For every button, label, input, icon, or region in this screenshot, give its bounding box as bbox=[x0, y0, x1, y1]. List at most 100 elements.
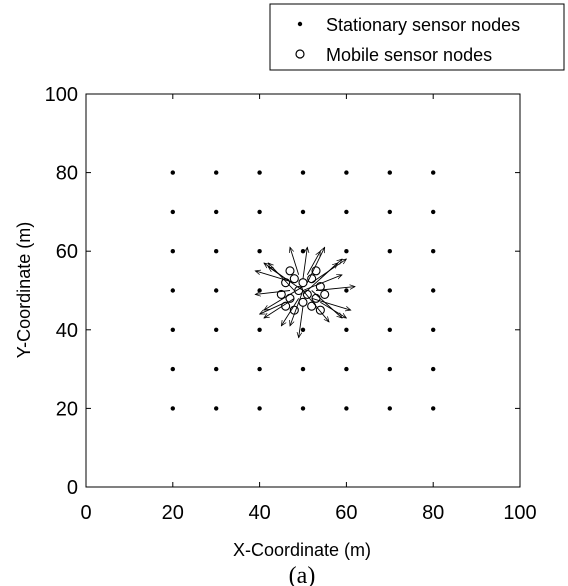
mobile-node-vector bbox=[268, 263, 295, 291]
x-tick-label: 60 bbox=[335, 502, 357, 524]
mobile-node bbox=[307, 274, 317, 284]
stationary-node bbox=[214, 288, 219, 293]
mobile-node bbox=[315, 305, 325, 315]
mobile-node bbox=[294, 285, 304, 296]
mobile-node bbox=[281, 301, 291, 311]
x-tick-label: 0 bbox=[80, 502, 91, 524]
stationary-node bbox=[344, 366, 349, 372]
stationary-node bbox=[431, 249, 436, 254]
x-tick-label: 80 bbox=[422, 502, 444, 524]
stationary-node bbox=[300, 327, 306, 332]
mobile-node bbox=[311, 266, 321, 276]
y-axis-label: Y-Coordinate (m) bbox=[14, 222, 34, 358]
stationary-node bbox=[257, 249, 262, 254]
stationary-node bbox=[344, 288, 349, 293]
stationary-node bbox=[387, 327, 392, 332]
stationary-node bbox=[214, 209, 219, 215]
mobile-node bbox=[281, 278, 291, 288]
stationary-node bbox=[170, 170, 175, 175]
y-tick-label: 0 bbox=[67, 477, 78, 499]
mobile-node-vector bbox=[290, 247, 300, 275]
mobile-node bbox=[298, 297, 308, 307]
stationary-node bbox=[344, 406, 349, 411]
mobile-node-vector bbox=[299, 306, 304, 337]
mobile-node-vector bbox=[281, 298, 300, 326]
stationary-node bbox=[431, 209, 436, 215]
stationary-node bbox=[170, 406, 175, 411]
stationary-node bbox=[257, 170, 262, 175]
axes-frame bbox=[85, 93, 521, 488]
stationary-node bbox=[387, 249, 392, 254]
stationary-node bbox=[344, 327, 349, 332]
stationary-node bbox=[214, 406, 219, 411]
mobile-node bbox=[298, 278, 308, 288]
mobile-node bbox=[289, 274, 299, 284]
stationary-node bbox=[431, 406, 436, 411]
legend-mobile-marker bbox=[295, 49, 305, 59]
plot-area: 0 20 40 60 80 100 0 20 40 60 80 100 bbox=[45, 84, 537, 524]
mobile-node bbox=[311, 293, 321, 303]
y-tick-label: 40 bbox=[56, 320, 78, 342]
x-axis-label: X-Coordinate (m) bbox=[233, 540, 371, 560]
stationary-node bbox=[214, 249, 219, 254]
mobile-node bbox=[315, 282, 325, 292]
mobile-node-vector bbox=[302, 247, 307, 279]
mobile-node-vector bbox=[306, 251, 320, 275]
stationary-node bbox=[257, 406, 262, 411]
stationary-node bbox=[214, 327, 219, 332]
x-tick-label: 40 bbox=[248, 502, 270, 524]
mobile-node-vector bbox=[302, 263, 338, 295]
stationary-node bbox=[170, 209, 175, 215]
stationary-node bbox=[344, 170, 349, 175]
mobile-node bbox=[307, 301, 317, 311]
mobile-node-vector bbox=[311, 290, 342, 319]
stationary-node bbox=[300, 249, 306, 254]
stationary-node bbox=[257, 327, 262, 332]
stationary-node bbox=[257, 366, 262, 372]
legend: Stationary sensor nodes Mobile sensor no… bbox=[269, 3, 565, 71]
stationary-node bbox=[387, 288, 392, 293]
stationary-node bbox=[387, 366, 392, 372]
stationary-node bbox=[387, 406, 392, 411]
mobile-node-vector bbox=[311, 297, 351, 310]
mobile-node-vector bbox=[264, 297, 295, 318]
stationary-node bbox=[170, 288, 175, 293]
stationary-node bbox=[257, 288, 262, 293]
stationary-node bbox=[387, 209, 392, 215]
stationary-node bbox=[170, 327, 175, 332]
mobile-node bbox=[320, 289, 330, 299]
mobile-node bbox=[289, 305, 299, 315]
stationary-node bbox=[300, 406, 306, 411]
mobile-node-vector bbox=[264, 263, 286, 280]
stationary-node bbox=[431, 170, 436, 175]
stationary-node bbox=[431, 327, 436, 332]
mobile-node bbox=[285, 266, 295, 276]
mobile-node-vector bbox=[255, 271, 295, 284]
y-tick-label: 100 bbox=[45, 84, 78, 106]
y-tick-label: 60 bbox=[56, 241, 78, 263]
stationary-node bbox=[300, 170, 306, 175]
x-tick-label: 20 bbox=[162, 502, 184, 524]
mobile-node-vector bbox=[290, 290, 304, 326]
mobile-node bbox=[302, 289, 312, 299]
mobile-node-vector bbox=[260, 301, 286, 315]
figure-caption: (a) bbox=[289, 563, 316, 586]
mobile-node-vector bbox=[306, 247, 326, 283]
legend-box bbox=[269, 3, 565, 71]
stationary-node bbox=[431, 366, 436, 372]
stationary-node bbox=[344, 249, 349, 254]
stationary-node bbox=[387, 170, 392, 175]
stationary-node bbox=[214, 170, 219, 175]
stationary-node bbox=[431, 288, 436, 293]
legend-stationary-label: Stationary sensor nodes bbox=[326, 15, 520, 35]
x-tick-label: 100 bbox=[503, 502, 536, 524]
stationary-node bbox=[257, 209, 262, 215]
y-tick-label: 20 bbox=[56, 398, 78, 420]
mobile-node bbox=[285, 293, 295, 303]
mobile-node bbox=[276, 289, 286, 299]
y-tick-label: 80 bbox=[56, 163, 78, 185]
stationary-node bbox=[344, 209, 349, 215]
legend-stationary-marker bbox=[297, 21, 303, 27]
stationary-node bbox=[214, 366, 219, 372]
